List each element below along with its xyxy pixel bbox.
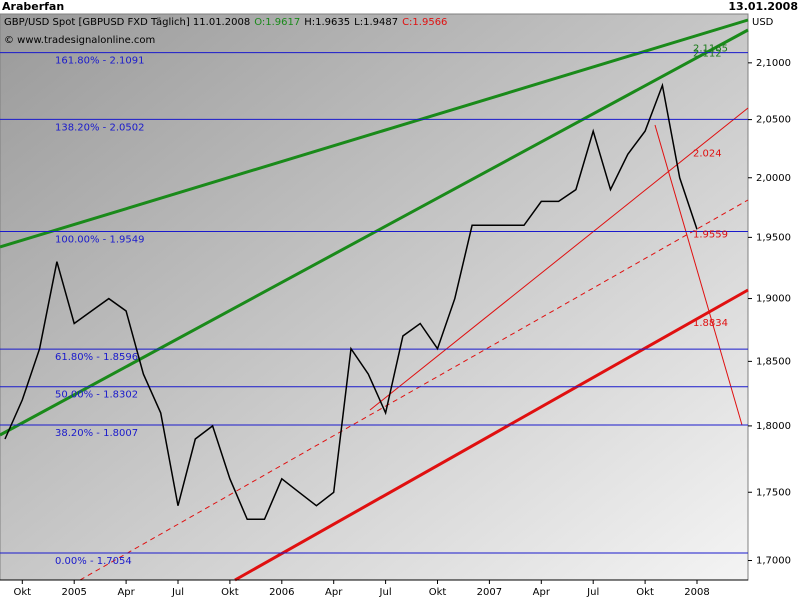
ohlc-value: H:1.9635 <box>304 17 350 28</box>
fib-label: 100.00% - 1.9549 <box>55 234 144 245</box>
y-tick-label: 2,0000 <box>756 173 791 184</box>
y-tick-label: 1,7500 <box>756 487 791 498</box>
y-tick-label: 2,0500 <box>756 115 791 126</box>
plot-area <box>0 13 749 581</box>
ohlc-value: O:1.9617 <box>254 17 300 28</box>
fib-label: 61.80% - 1.8596 <box>55 352 138 363</box>
trend-line <box>0 18 749 249</box>
fib-label: 0.00% - 1.7054 <box>55 556 132 567</box>
x-tick-label: Jul <box>586 587 599 598</box>
trend-line <box>0 28 749 437</box>
y-tick-label: 1,9000 <box>756 294 791 305</box>
fib-label: 138.20% - 2.0502 <box>55 122 144 133</box>
x-tick-label: 2007 <box>477 587 502 598</box>
y-tick-label: 1,8000 <box>756 421 791 432</box>
x-tick-label: 2006 <box>269 587 294 598</box>
x-tick-label: Apr <box>533 587 551 598</box>
trend-lines <box>0 18 749 582</box>
line-value-label: 2.024 <box>693 149 722 160</box>
x-tick-label: Apr <box>117 587 135 598</box>
line-value-label: 2.112 <box>693 48 722 59</box>
header-date: 13.01.2008 <box>728 0 798 13</box>
y-tick-label: 1,7000 <box>756 556 791 567</box>
trend-line <box>369 107 749 411</box>
y-tick-label: 1,9500 <box>756 232 791 243</box>
line-value-label: 1.9559 <box>693 229 728 240</box>
x-tick-label: Okt <box>14 587 32 598</box>
trend-line <box>79 199 749 581</box>
x-tick-label: Okt <box>221 587 239 598</box>
source: © www.tradesignalonline.com <box>4 35 155 46</box>
y-tick-label: 1,8500 <box>756 356 791 367</box>
user-name: Araberfan <box>2 0 64 13</box>
x-tick-label: Jul <box>379 587 392 598</box>
x-tick-label: 2005 <box>61 587 86 598</box>
line-value-label: 1.8834 <box>693 318 728 329</box>
trend-line <box>234 288 749 582</box>
ohlc-value: C:1.9566 <box>402 17 447 28</box>
x-tick-label: 2008 <box>684 587 709 598</box>
fib-label: 50.00% - 1.8302 <box>55 390 138 401</box>
x-tick-label: Apr <box>325 587 343 598</box>
trend-line <box>654 124 743 426</box>
x-tick-label: Okt <box>636 587 654 598</box>
fib-label: 38.20% - 1.8007 <box>55 428 138 439</box>
chart-title: GBP/USD Spot [GBPUSD FXD Täglich] 11.01.… <box>4 17 250 28</box>
ohlc-value: L:1.9487 <box>354 17 398 28</box>
y-tick-label: 2,1000 <box>756 58 791 69</box>
x-tick-label: Jul <box>171 587 184 598</box>
line-value-label: 2.1165 <box>693 43 728 54</box>
price-line <box>4 82 698 521</box>
x-tick-label: Okt <box>429 587 447 598</box>
fib-label: 161.80% - 2.1091 <box>55 56 144 67</box>
y-axis-label: USD <box>752 17 774 28</box>
